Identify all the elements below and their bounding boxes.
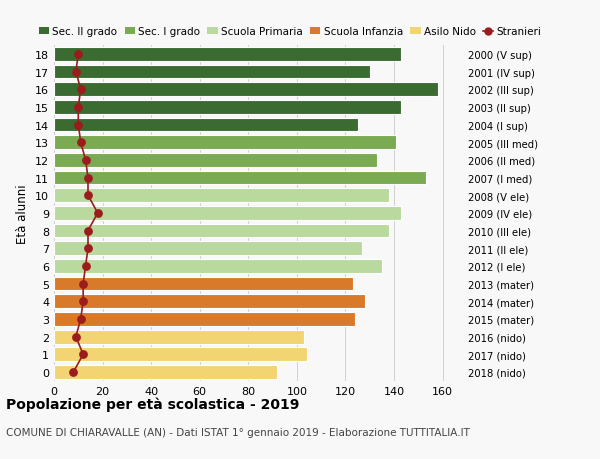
Text: COMUNE DI CHIARAVALLE (AN) - Dati ISTAT 1° gennaio 2019 - Elaborazione TUTTITALI: COMUNE DI CHIARAVALLE (AN) - Dati ISTAT … bbox=[6, 427, 470, 437]
Bar bbox=[54, 118, 358, 132]
Point bbox=[76, 86, 86, 94]
Point bbox=[73, 104, 83, 111]
Bar bbox=[54, 189, 389, 203]
Point bbox=[93, 210, 103, 217]
Point bbox=[68, 369, 78, 376]
Point bbox=[76, 139, 86, 146]
Bar bbox=[54, 347, 307, 361]
Point bbox=[81, 157, 91, 164]
Point bbox=[83, 192, 93, 200]
Point bbox=[71, 333, 80, 341]
Point bbox=[79, 280, 88, 288]
Bar bbox=[54, 83, 438, 97]
Point bbox=[83, 245, 93, 252]
Bar bbox=[54, 101, 401, 114]
Bar bbox=[54, 365, 277, 379]
Bar bbox=[54, 66, 370, 79]
Point bbox=[73, 122, 83, 129]
Text: Popolazione per età scolastica - 2019: Popolazione per età scolastica - 2019 bbox=[6, 397, 299, 412]
Point bbox=[71, 69, 80, 76]
Bar bbox=[54, 48, 401, 62]
Point bbox=[79, 351, 88, 358]
Point bbox=[79, 298, 88, 305]
Bar bbox=[54, 277, 353, 291]
Legend: Sec. II grado, Sec. I grado, Scuola Primaria, Scuola Infanzia, Asilo Nido, Stran: Sec. II grado, Sec. I grado, Scuola Prim… bbox=[39, 28, 541, 37]
Point bbox=[83, 227, 93, 235]
Bar bbox=[54, 136, 397, 150]
Bar bbox=[54, 154, 377, 168]
Bar bbox=[54, 224, 389, 238]
Point bbox=[81, 263, 91, 270]
Bar bbox=[54, 207, 401, 220]
Bar bbox=[54, 330, 304, 344]
Point bbox=[83, 174, 93, 182]
Bar bbox=[54, 295, 365, 308]
Y-axis label: Età alunni: Età alunni bbox=[16, 184, 29, 243]
Point bbox=[73, 51, 83, 58]
Bar bbox=[54, 259, 382, 273]
Bar bbox=[54, 313, 355, 326]
Point bbox=[76, 316, 86, 323]
Bar bbox=[54, 171, 425, 185]
Bar bbox=[54, 242, 362, 256]
